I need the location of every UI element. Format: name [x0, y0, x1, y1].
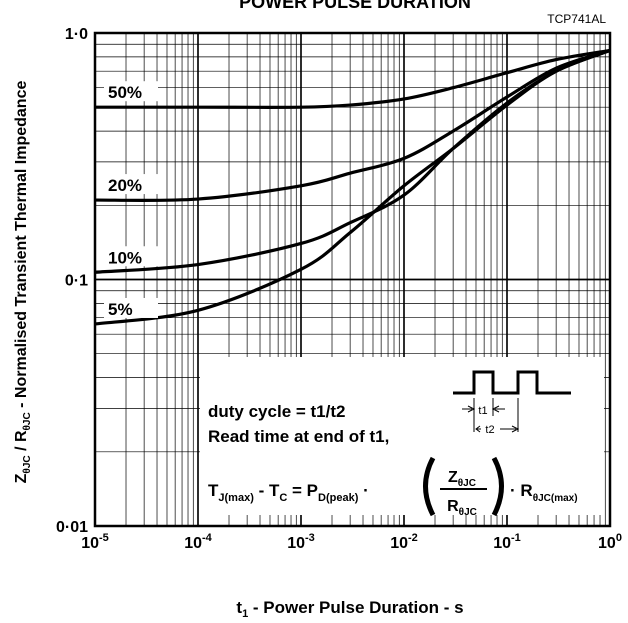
- x-tick-label: 10-3: [287, 532, 315, 552]
- series-labels: 50% 20% 10% 5%: [104, 81, 158, 319]
- formula-rhs: · RθJC(max): [510, 481, 578, 504]
- y-tick-labels: 0·01 0·1 1·0: [56, 26, 88, 536]
- y-tick-label: 1·0: [65, 26, 88, 43]
- series-line-20pct: [95, 48, 610, 203]
- series-label-bg: [104, 246, 158, 267]
- x-tick-label: 10-4: [184, 532, 212, 552]
- series-label-bg: [104, 297, 158, 318]
- pulse-t2-label: t2: [485, 424, 494, 436]
- series-label-5pct: 5%: [108, 300, 133, 319]
- formula-lhs: TJ(max) - TC = PD(peak) ·: [208, 481, 369, 504]
- fraction-numerator: ZθJC: [448, 469, 476, 489]
- series-label-50pct: 50%: [108, 83, 142, 102]
- x-tick-labels: 10-5 10-4 10-3 10-2 10-1 100: [81, 532, 622, 552]
- series-line-10pct: [95, 48, 610, 274]
- x-axis-label: t1 - Power Pulse Duration - s: [236, 598, 463, 620]
- x-tick-label: 100: [598, 532, 622, 552]
- y-tick-label: 0·1: [65, 273, 88, 290]
- series-label-bg: [104, 174, 158, 195]
- plot-frame: [93, 31, 612, 528]
- left-paren: [423, 456, 436, 517]
- series-label-bg: [104, 81, 158, 102]
- pulse-t1-label: t1: [478, 405, 487, 417]
- chart-title: POWER PULSE DURATION: [239, 0, 471, 12]
- x-tick-label: 10-1: [493, 532, 521, 552]
- series-group: [95, 48, 610, 326]
- duty-cycle-note: duty cycle = t1/t2: [208, 402, 345, 421]
- right-paren: [491, 456, 504, 517]
- x-tick-label: 10-2: [390, 532, 418, 552]
- figure-code: TCP741AL: [547, 12, 606, 26]
- annotation-box: t1 t2 duty cycle = t1/t2 Read time at en…: [200, 357, 604, 518]
- series-label-10pct: 10%: [108, 248, 142, 267]
- y-axis-label: ZθJC / RθJC - Normalised Transient Therm…: [13, 81, 33, 484]
- x-tick-label: 10-5: [81, 532, 109, 552]
- series-line-50pct: [95, 48, 610, 109]
- y-tick-label: 0·01: [56, 519, 88, 536]
- series-line-5pct: [95, 48, 610, 326]
- series-label-20pct: 20%: [108, 176, 142, 195]
- pulse-waveform-icon: [453, 370, 571, 395]
- fraction-denominator: RθJC: [447, 498, 477, 518]
- read-time-note: Read time at end of t1,: [208, 427, 389, 446]
